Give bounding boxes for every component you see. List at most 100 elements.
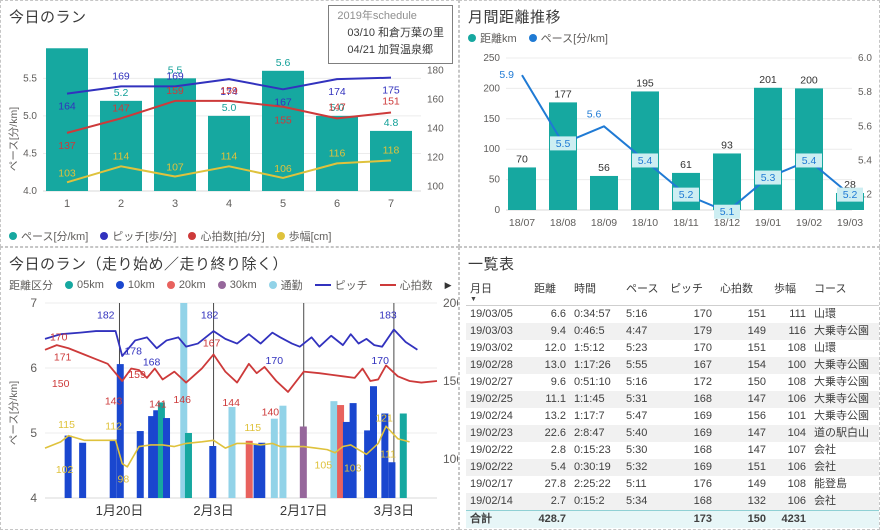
table-row[interactable]: 19/02/24 13.2 1:17:7 5:47 169 156 101 大乗寺公園	[466, 408, 879, 425]
segment-bar-通勤[interactable]	[270, 418, 278, 498]
distance-bar[interactable]	[590, 175, 618, 210]
segment-bar-通勤[interactable]	[330, 401, 338, 498]
table-row[interactable]: 19/02/28 13.0 1:17:26 5:55 167 154 100 大乗寺公園	[466, 357, 879, 374]
segment-bar-20km[interactable]	[245, 440, 253, 498]
cell-ペース: 5:47	[626, 410, 648, 422]
column-header-心拍数[interactable]: 心拍数	[716, 277, 770, 306]
column-header-月日[interactable]: 月日 ▼	[466, 277, 530, 306]
pace-bar[interactable]	[154, 78, 196, 191]
svg-text:171: 171	[54, 352, 72, 364]
segment-bar-10km[interactable]	[153, 410, 161, 498]
legend-scroll-arrow-icon[interactable]: ▶	[444, 279, 452, 290]
segment-bar-10km[interactable]	[388, 462, 396, 498]
legend-item-歩幅[cm][interactable]: 歩幅[cm]	[276, 228, 331, 244]
svg-text:93: 93	[721, 139, 733, 151]
segment-bar-10km[interactable]	[109, 439, 117, 499]
column-header-ピッチ[interactable]: ピッチ	[666, 277, 716, 306]
legend-item-30km[interactable]: 30km	[217, 279, 257, 291]
pace-bar[interactable]	[46, 48, 88, 191]
cell-歩幅: 108	[787, 478, 806, 490]
segment-bar-10km[interactable]	[64, 435, 72, 498]
legend-item-心拍数[interactable]: 心拍数	[379, 277, 433, 293]
column-header-歩幅[interactable]: 歩幅	[770, 277, 810, 306]
table-row[interactable]: 19/02/27 9.6 0:51:10 5:16 172 150 108 大乗寺公園	[466, 374, 879, 391]
segment-bar-10km[interactable]	[209, 446, 217, 498]
total-cell-歩幅: 4231	[770, 510, 810, 528]
segment-bar-通勤[interactable]	[279, 405, 287, 498]
svg-text:4: 4	[226, 198, 232, 210]
legend-item-05km[interactable]: 05km	[65, 279, 104, 291]
table-row[interactable]: 19/03/02 12.0 1:5:12 5:23 170 151 108 山環	[466, 340, 879, 357]
segment-bar-通勤[interactable]	[228, 407, 236, 498]
legend-item-距離km[interactable]: 距離km	[468, 30, 517, 46]
segment-bar-20km[interactable]	[337, 405, 345, 498]
segment-bar-10km[interactable]	[349, 403, 357, 498]
cell-ピッチ: 169	[693, 427, 712, 439]
table-row[interactable]: 19/02/14 2.7 0:15:2 5:34 168 132 106 会社	[466, 493, 879, 511]
segment-bar-10km[interactable]	[148, 416, 156, 498]
legend-item-ペース[分/km][interactable]: ペース[分/km]	[9, 228, 88, 244]
legend-item-心拍数[拍/分][interactable]: 心拍数[拍/分]	[188, 228, 265, 244]
legend-item-ピッチ[歩/分][interactable]: ピッチ[歩/分]	[100, 228, 176, 244]
sort-desc-icon[interactable]: ▼	[470, 296, 477, 303]
segment-bar-10km[interactable]	[163, 418, 171, 498]
svg-text:150: 150	[483, 114, 500, 125]
svg-text:102: 102	[56, 464, 74, 476]
segment-bar-30km[interactable]	[299, 426, 307, 499]
table-row[interactable]: 19/03/05 6.6 0:34:57 5:16 170 151 111 山環	[466, 306, 879, 324]
distance-bar[interactable]	[795, 88, 823, 210]
svg-text:5.6: 5.6	[858, 121, 872, 132]
legend-item-通勤[interactable]: 通勤	[268, 277, 303, 293]
segment-bar-10km[interactable]	[116, 364, 124, 498]
trimmed-run-chart[interactable]: 4 5 6 7 100 150 200 1月20日 2月3日 2月17日 3月3日 182 178168…	[7, 293, 459, 530]
svg-text:250: 250	[483, 53, 500, 64]
column-header-ペース[interactable]: ペース	[622, 277, 666, 306]
svg-text:144: 144	[222, 397, 240, 409]
segment-bar-10km[interactable]	[258, 442, 266, 498]
svg-text:6: 6	[30, 361, 37, 375]
monthly-distance-chart[interactable]: 0 50 100 150 200 250 5.2 5.4 5.6 5.8 6.0 70 177 56 195…	[466, 46, 874, 244]
distance-bar[interactable]	[754, 87, 782, 210]
column-header-距離[interactable]: 距離	[530, 277, 570, 306]
pace-bar[interactable]	[208, 115, 250, 191]
table-row[interactable]: 19/02/23 22.6 2:8:47 5:40 169 147 104 道の駅白山	[466, 425, 879, 442]
segment-bar-10km[interactable]	[364, 430, 372, 498]
table-row[interactable]: 19/02/22 5.4 0:30:19 5:32 169 151 106 会社	[466, 459, 879, 476]
segment-bar-05km[interactable]	[184, 433, 192, 498]
pace-bar[interactable]	[316, 115, 358, 191]
column-header-時間[interactable]: 時間	[570, 277, 622, 306]
distance-bar[interactable]	[713, 153, 741, 210]
svg-text:5.2: 5.2	[843, 189, 858, 201]
table-row[interactable]: 19/02/25 11.1 1:1:45 5:31 168 147 106 大乗寺公園	[466, 391, 879, 408]
segment-bar-10km[interactable]	[342, 421, 350, 498]
panel-title-table: 一覧表	[468, 256, 515, 273]
legend-item-ピッチ[interactable]: ピッチ	[314, 277, 368, 293]
segment-bar-10km[interactable]	[136, 431, 144, 498]
legend-item-20km[interactable]: 20km	[166, 279, 206, 291]
cell-コース: 大乗寺公園	[814, 410, 869, 422]
segment-bar-10km[interactable]	[381, 413, 389, 499]
panel-title-monthly: 月間距離推移	[468, 9, 562, 26]
legend-item-ペース[分/km][interactable]: ペース[分/km]	[528, 30, 608, 46]
segment-bar-通勤[interactable]	[180, 303, 188, 498]
segment-bar-10km[interactable]	[79, 442, 87, 498]
distance-bar[interactable]	[549, 102, 577, 210]
segment-bar-10km[interactable]	[369, 386, 377, 498]
segment-bar-05km[interactable]	[157, 402, 165, 498]
segment-bar-10km[interactable]	[253, 444, 261, 498]
distance-bar[interactable]	[631, 91, 659, 210]
pace-bar[interactable]	[262, 70, 304, 191]
svg-text:5.5: 5.5	[23, 73, 37, 84]
table-row[interactable]: 19/02/22 2.8 0:15:23 5:30 168 147 107 会社	[466, 442, 879, 459]
segment-bar-05km[interactable]	[399, 413, 407, 499]
distance-bar[interactable]	[508, 167, 536, 210]
column-header-コース[interactable]: コース	[810, 277, 879, 306]
table-row[interactable]: 19/02/17 27.8 2:25:22 5:11 176 149 108 能登島	[466, 476, 879, 493]
today-run-chart[interactable]: 4.0 4.5 5.0 5.5 100 120 140 160 180 5.2 5.5 5.0 5.6 5…	[7, 27, 453, 225]
cell-ペース: 5:16	[626, 308, 648, 320]
svg-text:170: 170	[50, 331, 68, 343]
pace-bar[interactable]	[100, 100, 142, 191]
legend-item-10km[interactable]: 10km	[115, 279, 155, 291]
svg-text:50: 50	[489, 175, 501, 186]
table-row[interactable]: 19/03/03 9.4 0:46:5 4:47 179 149 116 大乗寺公園	[466, 323, 879, 340]
